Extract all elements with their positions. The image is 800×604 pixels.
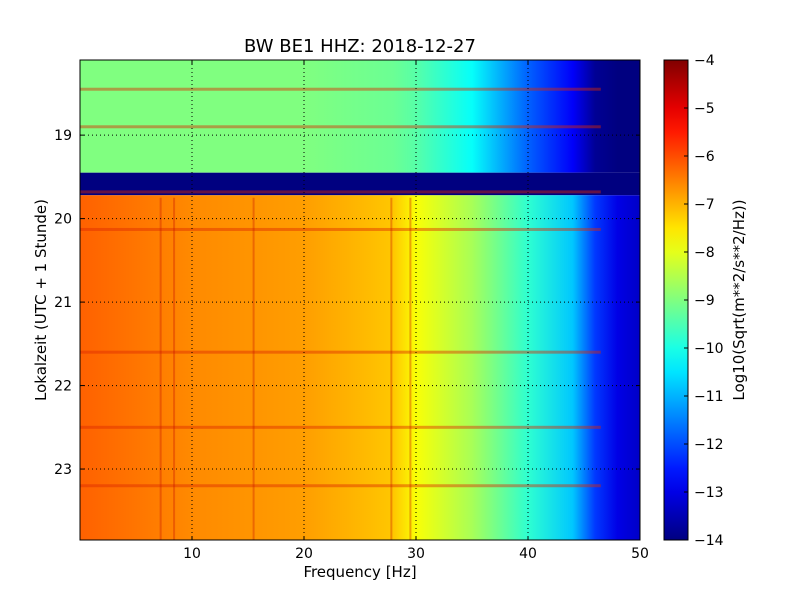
colorbar-tick-label: −5 (694, 101, 715, 117)
y-axis: 19 20 21 22 23 (54, 128, 640, 478)
plot-frame (79, 59, 641, 541)
grid-lines (80, 60, 640, 540)
horizontal-band (80, 227, 601, 231)
colorbar-label: Log10(Sqrt(m**2/s**2/Hz)) (730, 199, 748, 400)
vertical-line (390, 197, 393, 540)
colorbar: −4 −5 −6 −7 −8 −9 −10 −11 −12 −13 −14 (663, 53, 724, 549)
colorbar-tick-label: −7 (694, 197, 715, 213)
horizontal-band (80, 87, 601, 91)
colorbar-tick-label: −13 (694, 485, 724, 501)
horizontal-band (80, 125, 601, 129)
heatmap-area (80, 60, 640, 540)
colorbar-tick-label: −12 (694, 437, 724, 453)
colorbar-tick-label: −6 (694, 149, 715, 165)
x-tick-label: 10 (183, 546, 201, 562)
y-tick-label: 20 (54, 212, 72, 228)
colorbar-tick-label: −10 (694, 341, 724, 357)
chart-title: BW BE1 HHZ: 2018-12-27 (244, 36, 476, 57)
vertical-line (159, 197, 162, 540)
colorbar-tick-label: −14 (694, 533, 724, 549)
x-tick-label: 30 (407, 546, 425, 562)
horizontal-band (80, 425, 601, 429)
vertical-line (409, 197, 412, 540)
colorbar-tick-label: −8 (694, 245, 715, 261)
horizontal-band (80, 190, 601, 194)
x-axis: 10 20 30 40 50 (183, 60, 649, 562)
vertical-line (252, 197, 255, 540)
heatmap-segment (80, 195, 640, 540)
x-tick-label: 50 (631, 546, 649, 562)
y-tick-label: 23 (54, 462, 72, 478)
x-tick-label: 40 (519, 546, 537, 562)
vertical-line (173, 197, 176, 540)
y-axis-label: Lokalzeit (UTC + 1 Stunde) (32, 199, 50, 401)
horizontal-band (80, 484, 601, 488)
x-axis-label: Frequency [Hz] (303, 563, 416, 581)
horizontal-band (80, 350, 601, 354)
y-tick-label: 21 (54, 295, 72, 311)
heatmap-segment (80, 60, 640, 173)
colorbar-tick-label: −9 (694, 293, 715, 309)
y-tick-label: 19 (54, 128, 72, 144)
colorbar-tick-label: −11 (694, 389, 724, 405)
heatmap-segment (80, 172, 640, 196)
colorbar-tick-label: −4 (694, 53, 715, 69)
x-tick-label: 20 (295, 546, 313, 562)
y-tick-label: 22 (54, 379, 72, 395)
